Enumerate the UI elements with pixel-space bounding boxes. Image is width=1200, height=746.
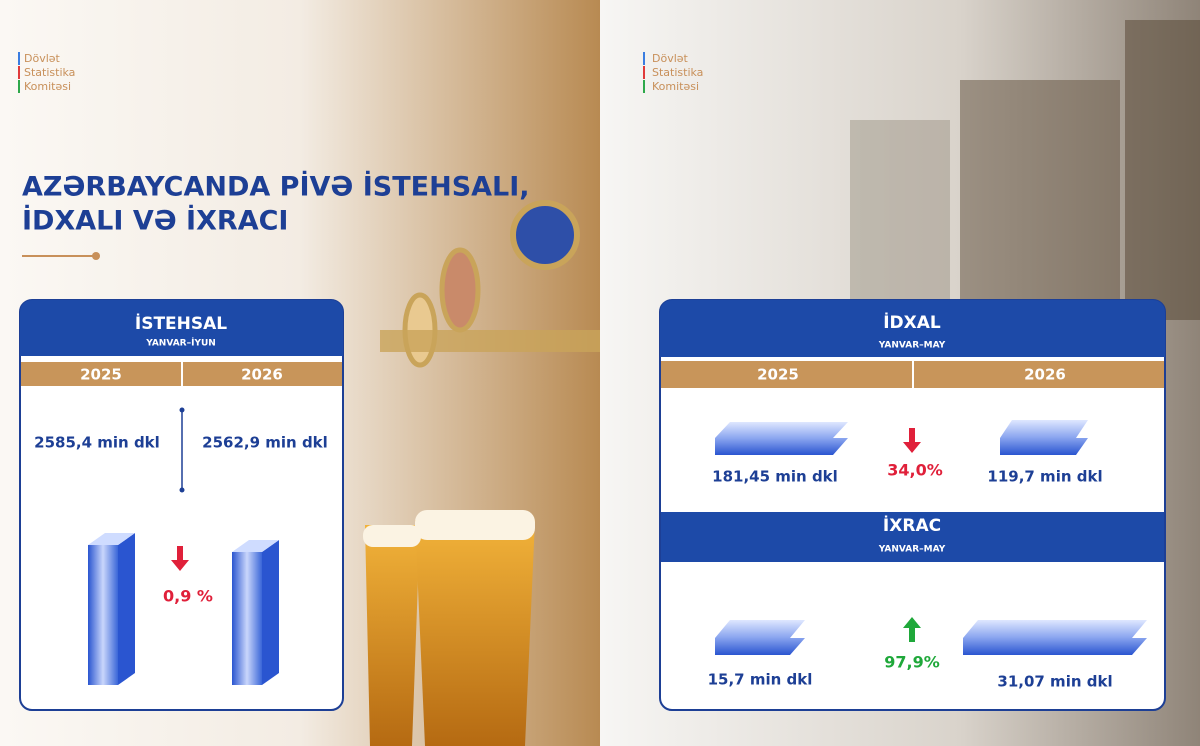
year-label: 2025 (757, 366, 799, 384)
card-title: İSTEHSAL (135, 312, 227, 334)
logo-line: Statistika (24, 66, 75, 79)
prism (88, 533, 135, 685)
arrow-shape (903, 617, 921, 642)
value: 119,7 min dkl (987, 468, 1102, 486)
logo-line: Statistika (652, 66, 703, 79)
arrow-shape (171, 546, 189, 571)
logo: Dövlət Statistika Komitəsi (643, 52, 703, 93)
prism (715, 620, 805, 655)
logo-line: Komitəsi (24, 80, 71, 93)
value: 15,7 min dkl (708, 671, 813, 689)
card-period: YANVAR–MAY (878, 341, 946, 351)
production-card: İSTEHSAL YANVAR–İYUN 2025 2026 2585,4 mi… (19, 299, 344, 711)
change: 97,9% (884, 653, 940, 672)
year-label: 2026 (1024, 366, 1066, 384)
prism (963, 620, 1147, 655)
change: 34,0% (887, 461, 943, 480)
trend-arrow (171, 546, 189, 571)
trend-arrow (903, 428, 921, 453)
logo-line: Komitəsi (652, 80, 699, 93)
prism (715, 422, 848, 455)
trend-arrow (903, 617, 921, 642)
value: 2562,9 min dkl (202, 434, 328, 452)
card-title: İDXAL (883, 311, 941, 333)
card-period: YANVAR–İYUN (145, 338, 216, 349)
value: 181,45 min dkl (712, 468, 838, 486)
prism (1000, 420, 1088, 455)
logo: Dövlət Statistika Komitəsi (18, 52, 75, 93)
title-line: AZƏRBAYCANDA PİVƏ İSTEHSALI, (22, 171, 530, 203)
card-title: İXRAC (883, 514, 941, 536)
prism (232, 540, 279, 685)
arrow-shape (903, 428, 921, 453)
logo-line: Dövlət (24, 52, 61, 65)
warehouse-illustration (850, 20, 1200, 320)
value: 2585,4 min dkl (34, 434, 160, 452)
title-line: İDXALI VƏ İXRACI (22, 205, 288, 237)
value: 31,07 min dkl (997, 673, 1112, 691)
beer-illustration (363, 200, 600, 746)
logo-line: Dövlət (652, 52, 689, 65)
divider-dot (92, 252, 100, 260)
change: 0,9 % (163, 587, 213, 606)
card-period: YANVAR–MAY (878, 545, 946, 555)
year-label: 2025 (80, 366, 122, 384)
trade-card: İDXAL YANVAR–MAY 2025 2026 181,45 min dk… (659, 299, 1166, 711)
year-label: 2026 (241, 366, 283, 384)
